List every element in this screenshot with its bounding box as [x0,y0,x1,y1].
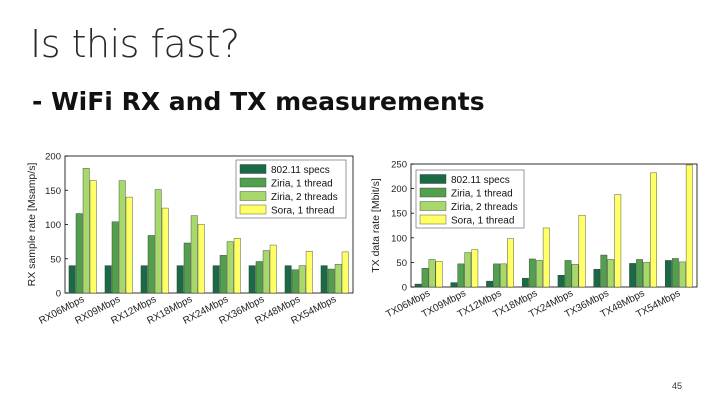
tx-bar [593,269,601,288]
tx-bar [521,277,529,288]
tx-bar [607,259,615,288]
rx-y-tick-label: 0 [56,289,61,300]
tx-legend-label: Ziria, 1 thread [451,189,513,200]
rx-bar [118,180,126,294]
tx-legend-swatch [419,174,447,184]
rx-y-tick-label: 50 [50,254,61,265]
rx-bar [212,265,220,294]
tx-bar [421,268,429,288]
rx-bar [291,269,299,294]
tx-bar [486,280,494,288]
rx-bar [248,265,256,294]
tx-legend-label: Sora, 1 thread [451,216,514,227]
tx-bar [435,261,443,288]
rx-bar [75,213,83,294]
tx-bar [578,214,586,288]
slide-subtitle: - WiFi RX and TX measurements [32,87,485,116]
tx-bar [535,260,543,288]
rx-bar [197,224,205,294]
rx-y-tick-label: 100 [45,220,61,231]
tx-bar [678,261,686,288]
rx-bar [111,221,119,294]
tx-legend-swatch [419,187,447,198]
tx-y-tick-label: 150 [391,209,407,220]
rx-legend-label: Sora, 1 thread [271,206,334,217]
rx-legend-label: 802.11 specs [271,165,330,176]
tx-legend-swatch [419,214,447,225]
tx-bar [571,264,579,288]
tx-y-tick-label: 200 [391,184,407,195]
page-number: 45 [672,381,683,391]
rx-legend-label: Ziria, 1 thread [271,179,333,190]
tx-y-axis-label: TX data rate [Mbit/s] [370,178,382,273]
rx-bar [262,250,270,294]
rx-bar [334,264,342,294]
tx-bar [671,258,679,288]
tx-bar [636,259,643,288]
tx-legend-label: 802.11 specs [451,175,510,186]
tx-bar [557,274,565,288]
rx-legend-label: Ziria, 2 threads [271,192,338,203]
rx-bar [154,189,162,294]
rx-bar [219,255,227,294]
tx-bar [471,249,479,288]
tx-bar [542,227,550,288]
rx-bar [183,242,191,294]
rx-legend-swatch [239,191,267,201]
tx-bar [464,252,472,288]
rx-legend-swatch [239,164,267,174]
rx-y-axis-label: RX sample rate [Msamp/s] [26,163,38,287]
tx-y-tick-label: 100 [391,233,407,244]
tx-bar [500,263,507,288]
rx-bar [140,265,148,294]
rx-bar [82,168,90,294]
rx-bar [89,180,97,294]
tx-bar [600,254,608,288]
tx-bar [650,172,657,288]
rx-bar [233,237,241,294]
tx-bar [629,263,637,288]
rx-bar [298,265,306,294]
rx-bar [125,196,133,294]
rx-legend-swatch [239,204,267,215]
rx-bar [284,265,292,294]
tx-bar [428,259,436,288]
tx-bar [414,283,422,288]
tx-legend-label: Ziria, 2 threads [451,202,518,213]
tx-bar [664,260,672,288]
tx-bar [493,263,500,288]
tx-bar [685,164,693,288]
rx-bar [269,244,277,294]
tx-legend-swatch [419,201,447,211]
rx-bar [226,241,234,294]
tx-bar [450,282,458,288]
rx-bar [327,268,335,294]
tx-bar [507,238,514,288]
tx-bar [528,258,536,288]
rx-y-tick-label: 200 [45,152,61,163]
tx-plot-frame [410,163,698,288]
tx-y-tick-label: 250 [391,160,407,171]
rx-bar [161,207,169,294]
rx-bar [104,265,112,294]
tx-bar [457,263,465,288]
rx-bar [341,251,349,294]
rx-y-tick-label: 150 [45,186,61,197]
tx-y-tick-label: 0 [402,283,407,294]
tx-bar [643,262,650,288]
rx-bar [255,261,263,294]
tx-bar [564,260,572,288]
rx-bar [68,265,76,294]
rx-bar [190,215,198,294]
rx-bar [320,265,328,294]
rx-bar [176,265,184,294]
tx-y-tick-label: 50 [396,258,407,269]
rx-legend-swatch [239,177,267,188]
rx-bar [305,251,313,294]
slide-title: Is this fast? [30,22,240,66]
tx-bar [614,194,622,288]
rx-bar [147,235,155,294]
